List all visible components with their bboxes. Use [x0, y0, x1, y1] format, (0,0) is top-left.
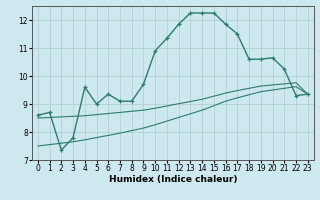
X-axis label: Humidex (Indice chaleur): Humidex (Indice chaleur) [108, 175, 237, 184]
